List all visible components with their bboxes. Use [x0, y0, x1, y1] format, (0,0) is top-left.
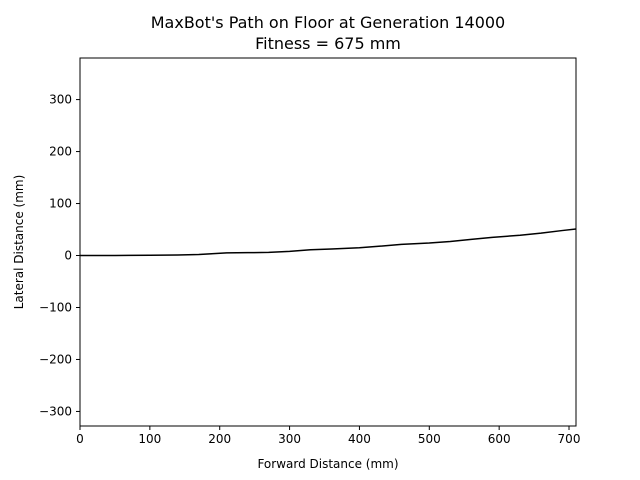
- x-axis-label: Forward Distance (mm): [257, 457, 398, 471]
- x-tick-label: 200: [208, 432, 231, 446]
- chart-subtitle: Fitness = 675 mm: [255, 34, 401, 53]
- x-tick-label: 100: [138, 432, 161, 446]
- series-line-0: [80, 228, 576, 257]
- x-tick-label: 500: [418, 432, 441, 446]
- x-tick-label: 300: [278, 432, 301, 446]
- y-tick-label: −200: [39, 352, 72, 366]
- y-tick-label: 100: [49, 197, 72, 211]
- axes-frame: [79, 57, 577, 427]
- x-tick-label: 600: [488, 432, 511, 446]
- y-tick-label: 200: [49, 145, 72, 159]
- y-tick-label: 0: [64, 249, 72, 263]
- y-axis-label: Lateral Distance (mm): [12, 175, 26, 310]
- chart-title: MaxBot's Path on Floor at Generation 140…: [151, 13, 505, 32]
- x-tick-label: 700: [558, 432, 581, 446]
- y-tick-label: 300: [49, 93, 72, 107]
- x-tick-label: 0: [76, 432, 84, 446]
- plot-area: 0 100 200 300 400 500 600 700 −300 −200 −100 0 100 20…: [39, 57, 581, 446]
- y-tick-label: −100: [39, 300, 72, 314]
- x-tick-label: 400: [348, 432, 371, 446]
- y-tick-label: −300: [39, 404, 72, 418]
